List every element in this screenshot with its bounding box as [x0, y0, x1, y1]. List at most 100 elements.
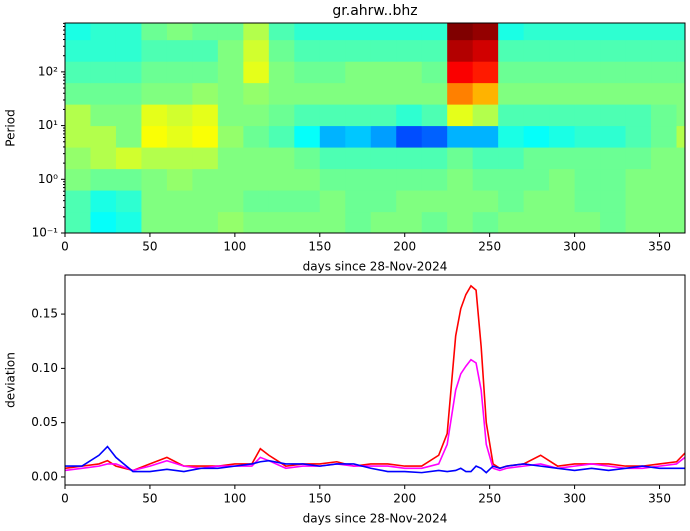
heatmap-cell [90, 125, 117, 148]
x-tick-label: 0 [61, 492, 69, 506]
heatmap-cell [192, 168, 219, 191]
x-tick-label: 200 [393, 492, 416, 506]
heatmap-cell [65, 82, 91, 105]
heatmap-cell [115, 61, 142, 84]
heatmap-cell [472, 104, 499, 127]
heatmap-cell [651, 61, 678, 84]
heatmap-cell [574, 104, 601, 127]
heatmap-cell [651, 168, 678, 191]
x-tick-label: 350 [648, 240, 671, 254]
x-tick-label: 100 [223, 492, 246, 506]
heatmap-cell [115, 104, 142, 127]
heatmap-cell [574, 168, 601, 191]
heatmap-cell [498, 125, 525, 148]
heatmap-cell [166, 39, 193, 62]
heatmap-cell [600, 190, 627, 213]
heatmap-cell [396, 39, 423, 62]
heatmap-cell [523, 190, 550, 213]
heatmap-cell [396, 82, 423, 105]
heatmap-cell [447, 39, 474, 62]
y-tick-label: 0.05 [31, 415, 58, 429]
heatmap-cell [472, 211, 499, 234]
heatmap-cell [651, 190, 678, 213]
x-tick-label: 200 [393, 240, 416, 254]
heatmap-cell [421, 61, 448, 84]
heatmap-cell [141, 82, 168, 105]
heatmap-cell [192, 211, 219, 234]
heatmap-cell [370, 39, 397, 62]
heatmap-cell [319, 104, 346, 127]
heatmap-cell [651, 211, 678, 234]
heatmap-cell [166, 190, 193, 213]
heatmap-cell [90, 23, 117, 41]
heatmap-cell [472, 125, 499, 148]
heatmap-cell [345, 104, 372, 127]
heatmap-cell [192, 39, 219, 62]
heatmap-cell [651, 104, 678, 127]
data-line [64, 358, 686, 472]
heatmap-cell [472, 82, 499, 105]
heatmap-cell [370, 61, 397, 84]
heatmap-cell [319, 168, 346, 191]
heatmap-cell [217, 39, 244, 62]
heatmap-cell [65, 190, 91, 213]
heatmap-cell [651, 23, 678, 41]
heatmap-cell [217, 211, 244, 234]
heatmap-cell [294, 23, 321, 41]
heatmap-cell [345, 168, 372, 191]
heatmap-cell [90, 147, 117, 170]
heatmap-cell [676, 147, 686, 170]
x-tick-label: 300 [563, 492, 586, 506]
heatmap-cell [574, 82, 601, 105]
heatmap-cell [65, 168, 91, 191]
heatmap-cell [141, 23, 168, 41]
heatmap-cell [396, 104, 423, 127]
heatmap-cell [676, 61, 686, 84]
heatmap-cell [345, 147, 372, 170]
heatmap-cell [574, 23, 601, 41]
heatmap-cell [345, 82, 372, 105]
heatmap-cell [192, 147, 219, 170]
y-tick-label: 0.15 [31, 307, 58, 321]
heatmap-cell [396, 125, 423, 148]
heatmap-cell [472, 23, 499, 41]
heatmap-cell [625, 23, 652, 41]
heatmap-cell [294, 61, 321, 84]
heatmap-cell [625, 125, 652, 148]
heatmap-cell [549, 61, 576, 84]
heatmap-cell [217, 147, 244, 170]
heatmap-cell [676, 168, 686, 191]
heatmap-cell [370, 190, 397, 213]
heatmap-cell [268, 147, 295, 170]
heatmap-cell [90, 39, 117, 62]
heatmap-cell [294, 147, 321, 170]
heatmap-cell [65, 23, 91, 41]
heatmap-cell [676, 104, 686, 127]
heatmap-cell [625, 61, 652, 84]
heatmap-cell [625, 39, 652, 62]
heatmap-cell [65, 61, 91, 84]
heatmap-cell [192, 190, 219, 213]
heatmap-cell [370, 125, 397, 148]
y-axis-label: Period [4, 109, 18, 146]
heatmap-cell [651, 82, 678, 105]
y-tick-label: 0.10 [31, 361, 58, 375]
heatmap-cell [600, 104, 627, 127]
heatmap-cell [574, 39, 601, 62]
heatmap-cell [600, 211, 627, 234]
heatmap-cell [166, 23, 193, 41]
heatmap-cell [498, 211, 525, 234]
heatmap-cell [217, 23, 244, 41]
heatmap-cell [294, 82, 321, 105]
heatmap-cell [447, 23, 474, 41]
heatmap-cell [370, 104, 397, 127]
heatmap-cell [396, 211, 423, 234]
heatmap-cell [268, 82, 295, 105]
heatmap-cell [676, 125, 686, 148]
heatmap-cell [625, 104, 652, 127]
heatmap-cell [192, 104, 219, 127]
heatmap-cell [268, 39, 295, 62]
heatmap-cell [141, 125, 168, 148]
heatmap-cell [549, 23, 576, 41]
